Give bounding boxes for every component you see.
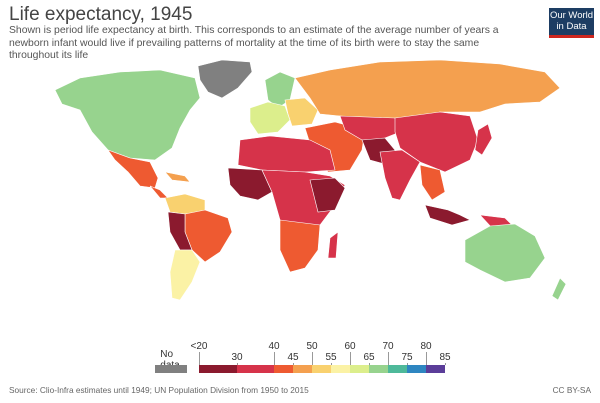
region-russia[interactable] [294, 59, 561, 121]
region-southern-africa[interactable] [279, 219, 321, 273]
legend-bin-swatch[interactable] [237, 365, 274, 373]
legend-bin-swatch[interactable] [426, 365, 445, 373]
legend-tick [331, 363, 332, 365]
legend-bin-swatch[interactable] [312, 365, 331, 373]
legend-tick [388, 352, 389, 365]
legend-tick-label: 45 [287, 352, 299, 363]
legend-bin-swatch[interactable] [369, 365, 388, 373]
legend-bin-swatch[interactable] [331, 365, 350, 373]
legend-tick [293, 363, 294, 365]
legend-tick [350, 352, 351, 365]
region-japan[interactable] [474, 123, 493, 156]
legend-tick-label: 85 [439, 352, 451, 363]
region-north-africa[interactable] [237, 135, 336, 173]
legend-tick [199, 352, 200, 365]
region-argentina[interactable] [169, 249, 201, 301]
legend-no-data-swatch[interactable] [155, 365, 187, 373]
legend-bin-swatch[interactable] [388, 365, 407, 373]
region-india[interactable] [379, 149, 421, 201]
region-western-europe[interactable] [249, 101, 291, 135]
region-australia[interactable] [464, 223, 546, 283]
legend-tick-label: 60 [344, 341, 356, 352]
region-caribbean[interactable] [164, 171, 191, 183]
region-north-america[interactable] [54, 69, 201, 161]
legend-bin-swatch[interactable] [293, 365, 312, 373]
legend-tick [369, 363, 370, 365]
legend-tick-label: 65 [363, 352, 375, 363]
chart-title: Life expectancy, 1945 [9, 4, 193, 25]
legend-bin-swatch[interactable] [350, 365, 369, 373]
legend-bin-swatch[interactable] [199, 365, 237, 373]
legend-tick [426, 352, 427, 365]
legend-tick-label: <20 [190, 341, 208, 352]
region-central-america[interactable] [149, 185, 169, 199]
legend-tick [237, 363, 238, 365]
legend-tick-label: 55 [325, 352, 337, 363]
region-greenland[interactable] [197, 59, 253, 99]
legend-tick [274, 352, 275, 365]
world-map[interactable] [0, 50, 600, 310]
license-link[interactable]: CC BY-SA [552, 385, 591, 395]
region-southeast-asia[interactable] [419, 164, 446, 201]
legend-tick-label: 80 [420, 341, 432, 352]
region-madagascar[interactable] [327, 231, 339, 259]
legend-tick-label: 30 [231, 352, 243, 363]
legend-tick [312, 352, 313, 365]
legend-tick [445, 363, 446, 365]
chart-subtitle: Shown is period life expectancy at birth… [9, 25, 499, 61]
legend-bin-swatch[interactable] [407, 365, 426, 373]
legend-tick-label: 70 [382, 341, 394, 352]
region-indonesia[interactable] [424, 204, 471, 226]
legend-tick [407, 363, 408, 365]
region-eastern-europe[interactable] [284, 97, 319, 127]
source-note[interactable]: Source: Clio-Infra estimates until 1949;… [9, 385, 309, 395]
legend-tick-label: 50 [306, 341, 318, 352]
region-east-africa[interactable] [309, 177, 346, 213]
legend-tick-label: 40 [268, 341, 280, 352]
owid-logo[interactable]: Our World in Data [549, 8, 594, 38]
legend-bin-swatch[interactable] [274, 365, 293, 373]
region-china[interactable] [394, 111, 479, 173]
legend-tick-label: 75 [401, 352, 413, 363]
region-new-zealand[interactable] [551, 277, 567, 301]
